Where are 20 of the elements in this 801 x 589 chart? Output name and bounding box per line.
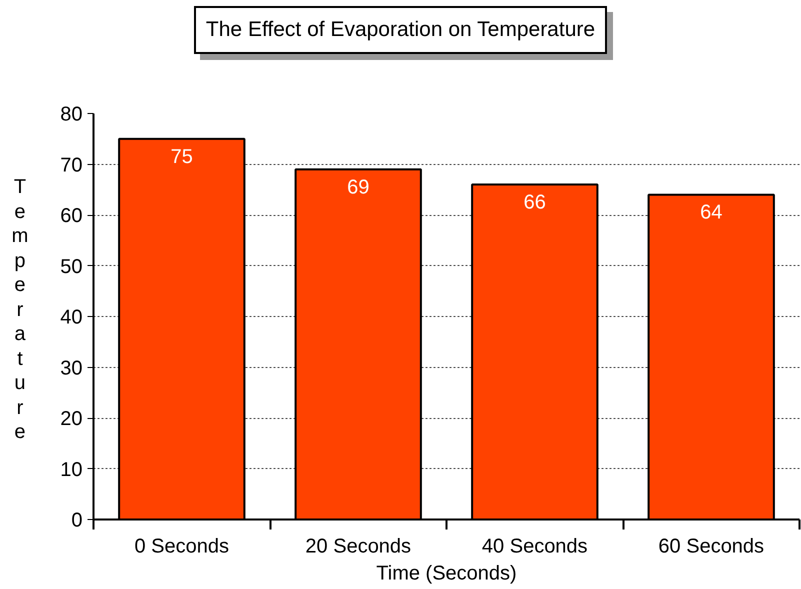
chart-title: The Effect of Evaporation on Temperature bbox=[194, 6, 608, 54]
y-tick-label: 70 bbox=[60, 154, 83, 176]
y-tick-label: 60 bbox=[60, 205, 83, 227]
data-label: 66 bbox=[524, 192, 546, 214]
data-label: 69 bbox=[347, 176, 370, 198]
x-axis-title: Time (Seconds) bbox=[376, 562, 517, 584]
y-tick-label: 20 bbox=[60, 408, 83, 430]
y-tick-label: 30 bbox=[60, 357, 83, 380]
y-tick-label: 40 bbox=[60, 306, 83, 328]
text: Temperature bbox=[12, 176, 28, 443]
x-tick-label: 40 Seconds bbox=[482, 536, 588, 558]
x-tick-label: 20 Seconds bbox=[305, 536, 412, 558]
x-tick-label: 60 Seconds bbox=[658, 536, 764, 558]
y-tick-label: 50 bbox=[60, 256, 83, 278]
x-tick-label: 0 Seconds bbox=[134, 536, 230, 558]
y-tick-label: 10 bbox=[60, 458, 83, 481]
data-label: 75 bbox=[170, 146, 193, 168]
y-tick-label: 80 bbox=[60, 104, 83, 126]
y-tick-label: 0 bbox=[71, 510, 82, 532]
data-label: 64 bbox=[700, 202, 722, 224]
